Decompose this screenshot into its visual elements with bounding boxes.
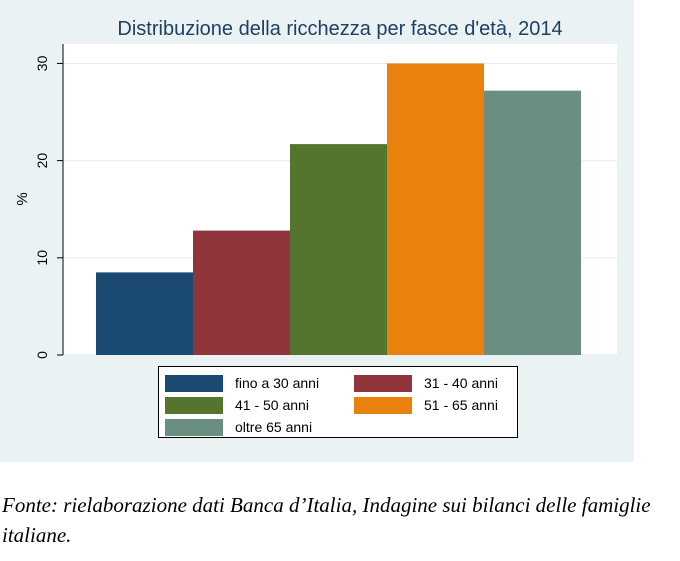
legend-label: 41 - 50 anni [235,397,309,413]
y-tick-label: 0 [34,351,50,359]
legend-item: 31 - 40 anni [354,373,498,393]
y-tick-label: 30 [34,55,50,71]
legend-label: fino a 30 anni [235,375,320,391]
bar-4 [387,63,484,355]
legend-swatch [165,374,223,392]
y-tick-label: 20 [34,153,50,169]
bar-3 [290,144,387,355]
chart-legend: fino a 30 anni 31 - 40 anni 41 - 50 anni 51… [158,366,518,438]
y-axis-label: % [14,192,31,205]
legend-label: 31 - 40 anni [424,375,498,391]
bar-5 [484,90,581,356]
legend-item: oltre 65 anni [165,417,312,437]
legend-label: oltre 65 anni [235,419,313,435]
legend-label: 51 - 65 anni [424,397,498,413]
legend-item: 41 - 50 anni [165,395,309,415]
chart-title: Distribuzione della ricchezza per fasce … [117,18,563,40]
legend-swatch [354,374,412,392]
bar-1 [96,272,193,355]
legend-item: 51 - 65 anni [354,395,498,415]
y-tick-label: 10 [34,250,50,266]
bars [96,63,581,356]
legend-swatch [165,418,223,436]
legend-swatch [354,396,412,414]
y-axis: 0 10 20 30 [34,44,64,359]
legend-item: fino a 30 anni [165,373,319,393]
source-caption: Fonte: rielaborazione dati Banca d’Itali… [2,493,651,547]
legend-swatch [165,396,223,414]
bar-chart: 0 10 20 30 % [14,44,617,359]
bar-2 [193,230,290,355]
